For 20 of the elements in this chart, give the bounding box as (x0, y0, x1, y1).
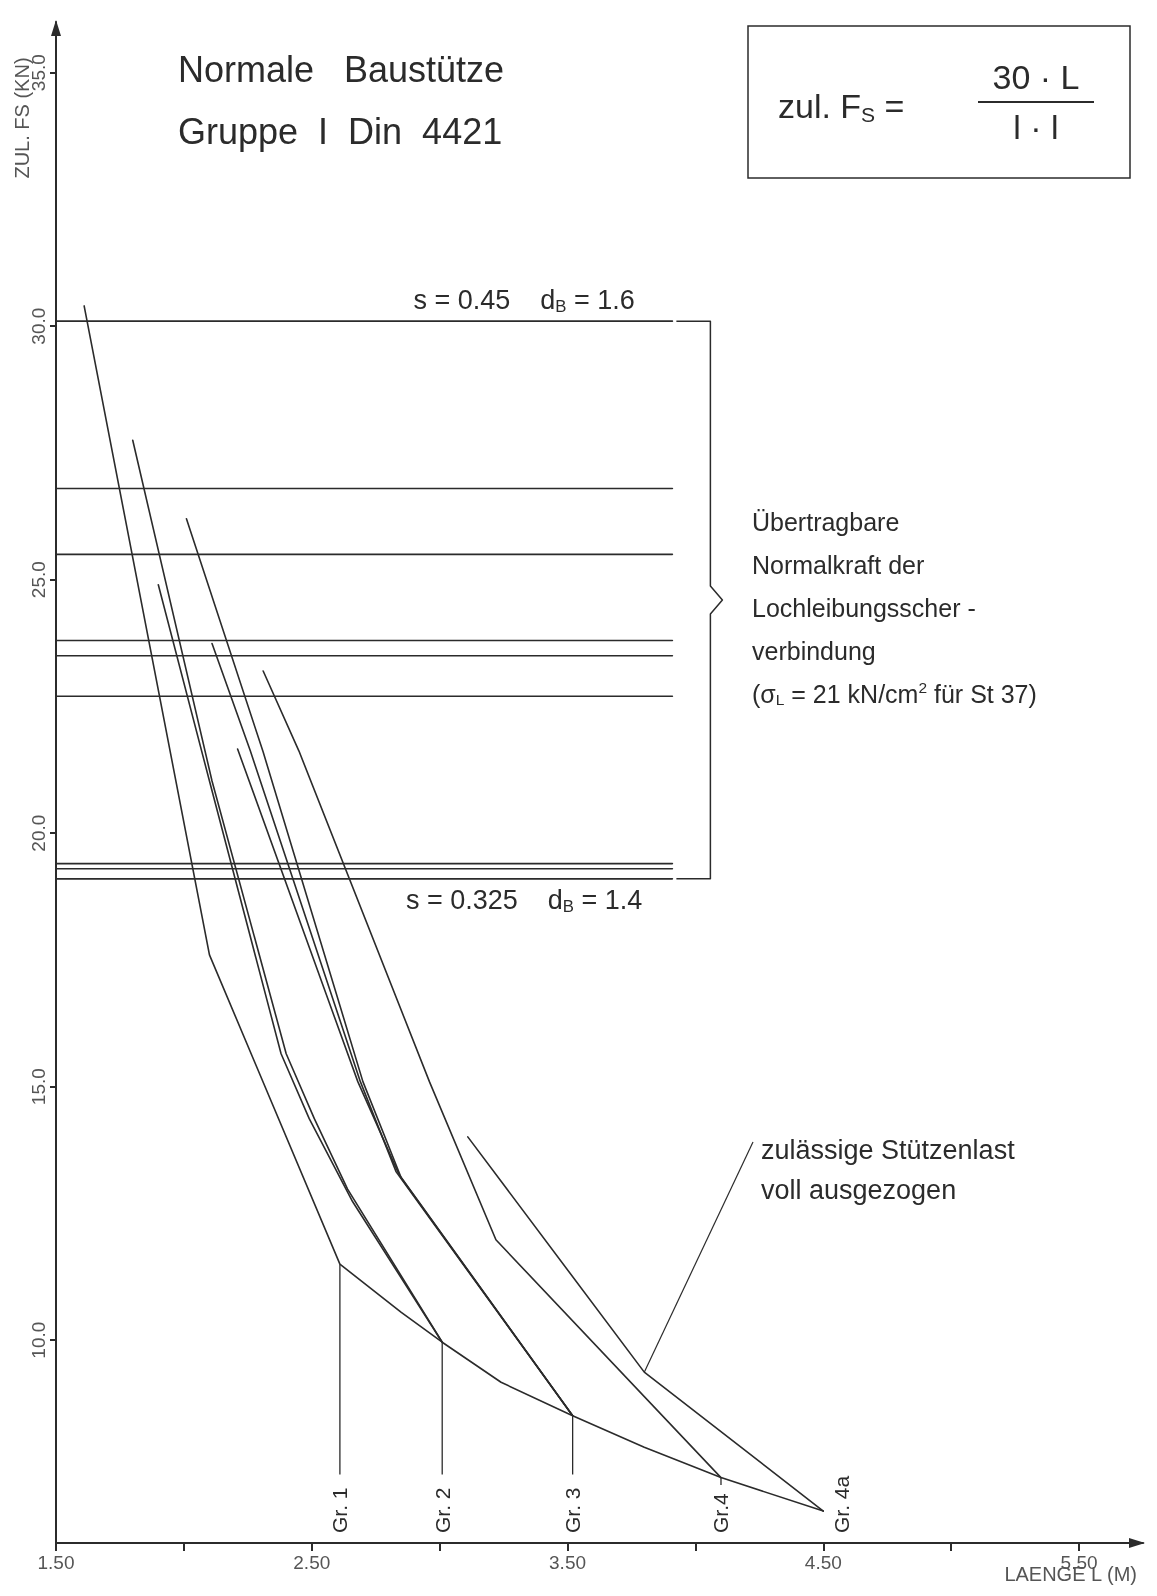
x-tick-label: 1.50 (37, 1552, 75, 1573)
annotation: 30 · L (992, 58, 1080, 96)
annotation: zulässige Stützenlast voll ausgezogen (761, 1135, 1016, 1205)
annotation: Gr. 4a (829, 1475, 853, 1533)
annotation: Gr.4 (709, 1493, 733, 1533)
y-axis-title: ZUL. FS (KN) (11, 57, 33, 179)
y-tick-label: 20.0 (28, 814, 49, 852)
text: Gruppe I Din 4421 (178, 110, 503, 152)
annotation: l · l (1013, 108, 1059, 146)
x-tick-label: 3.50 (549, 1552, 587, 1573)
y-tick-label: 30.0 (28, 307, 49, 345)
y-tick-label: 25.0 (28, 561, 49, 599)
annotation: Gr. 1 (328, 1487, 352, 1533)
annotation: Gr. 2 (430, 1487, 454, 1533)
x-tick-label: 2.50 (293, 1552, 331, 1573)
text: Normale Baustütze (178, 48, 505, 90)
y-tick-label: 15.0 (28, 1068, 49, 1106)
y-tick-label: 10.0 (28, 1321, 49, 1359)
x-tick-label: 4.50 (804, 1552, 842, 1573)
annotation: Gr. 3 (561, 1487, 585, 1533)
